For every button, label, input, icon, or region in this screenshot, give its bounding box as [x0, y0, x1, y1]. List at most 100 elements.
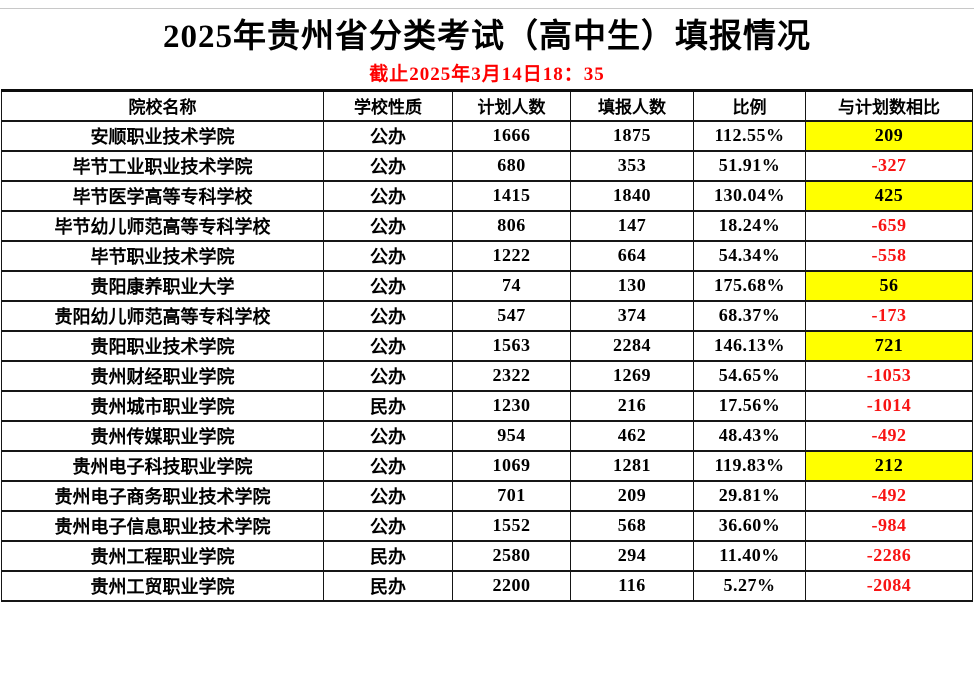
ratio-cell: 119.83%: [693, 449, 806, 482]
applied-count-cell: 130: [570, 269, 694, 302]
table-row: 贵州工程职业学院 民办 2580 294 11.40% -2286: [1, 539, 973, 572]
college-name-cell: 毕节工业职业技术学院: [1, 149, 324, 182]
title-block: 2025年贵州省分类考试（高中生）填报情况 截止2025年3月14日18：35: [0, 0, 974, 89]
applied-count-cell: 462: [570, 419, 694, 452]
table-row: 贵州城市职业学院 民办 1230 216 17.56% -1014: [1, 389, 973, 422]
ratio-cell: 36.60%: [693, 509, 806, 542]
table-row: 贵州传媒职业学院 公办 954 462 48.43% -492: [1, 419, 973, 452]
table-body: 安顺职业技术学院 公办 1666 1875 112.55% 209 毕节工业职业技术学院 公办…: [1, 119, 973, 602]
college-name-cell: 贵州电子商务职业技术学院: [1, 479, 324, 512]
college-name-cell: 贵阳康养职业大学: [1, 269, 324, 302]
ratio-cell: 5.27%: [693, 569, 806, 602]
table-row: 贵州电子科技职业学院 公办 1069 1281 119.83% 212: [1, 449, 973, 482]
diff-cell: 721: [805, 329, 973, 362]
ratio-cell: 18.24%: [693, 209, 806, 242]
ratio-cell: 130.04%: [693, 179, 806, 212]
diff-cell: -1014: [805, 389, 973, 422]
school-type-cell: 公办: [323, 299, 453, 332]
page-subtitle: 截止2025年3月14日18：35: [369, 64, 605, 85]
college-name-cell: 毕节幼儿师范高等专科学校: [1, 209, 324, 242]
plan-count-cell: 1563: [452, 329, 571, 362]
applied-count-cell: 1269: [570, 359, 694, 392]
diff-cell: -558: [805, 239, 973, 272]
school-type-cell: 公办: [323, 149, 453, 182]
ratio-cell: 48.43%: [693, 419, 806, 452]
school-type-cell: 民办: [323, 389, 453, 422]
diff-cell: -2286: [805, 539, 973, 572]
diff-cell: -492: [805, 479, 973, 512]
diff-cell: 425: [805, 179, 973, 212]
college-name-cell: 安顺职业技术学院: [1, 119, 324, 152]
table-row: 贵州电子信息职业技术学院 公办 1552 568 36.60% -984: [1, 509, 973, 542]
header-ratio: 比例: [693, 89, 806, 122]
table-row: 毕节工业职业技术学院 公办 680 353 51.91% -327: [1, 149, 973, 182]
college-name-cell: 贵阳职业技术学院: [1, 329, 324, 362]
sheet-top-gridline: [0, 8, 974, 9]
school-type-cell: 公办: [323, 479, 453, 512]
applied-count-cell: 116: [570, 569, 694, 602]
college-name-cell: 贵州电子科技职业学院: [1, 449, 324, 482]
diff-cell: -984: [805, 509, 973, 542]
diff-cell: 212: [805, 449, 973, 482]
plan-count-cell: 1222: [452, 239, 571, 272]
school-type-cell: 公办: [323, 509, 453, 542]
school-type-cell: 民办: [323, 539, 453, 572]
diff-cell: 56: [805, 269, 973, 302]
diff-cell: -2084: [805, 569, 973, 602]
plan-count-cell: 1666: [452, 119, 571, 152]
applied-count-cell: 568: [570, 509, 694, 542]
header-school-type: 学校性质: [323, 89, 453, 122]
table-row: 贵州电子商务职业技术学院 公办 701 209 29.81% -492: [1, 479, 973, 512]
plan-count-cell: 547: [452, 299, 571, 332]
college-name-cell: 贵州电子信息职业技术学院: [1, 509, 324, 542]
diff-cell: -173: [805, 299, 973, 332]
applied-count-cell: 216: [570, 389, 694, 422]
ratio-cell: 146.13%: [693, 329, 806, 362]
college-name-cell: 贵州传媒职业学院: [1, 419, 324, 452]
plan-count-cell: 2322: [452, 359, 571, 392]
applied-count-cell: 1840: [570, 179, 694, 212]
ratio-cell: 175.68%: [693, 269, 806, 302]
diff-cell: 209: [805, 119, 973, 152]
page-title: 2025年贵州省分类考试（高中生）填报情况: [163, 19, 811, 55]
ratio-cell: 11.40%: [693, 539, 806, 572]
plan-count-cell: 1552: [452, 509, 571, 542]
applied-count-cell: 1281: [570, 449, 694, 482]
plan-count-cell: 701: [452, 479, 571, 512]
table-row: 贵州财经职业学院 公办 2322 1269 54.65% -1053: [1, 359, 973, 392]
ratio-cell: 112.55%: [693, 119, 806, 152]
school-type-cell: 公办: [323, 449, 453, 482]
applied-count-cell: 209: [570, 479, 694, 512]
table-header-row: 院校名称 学校性质 计划人数 填报人数 比例 与计划数相比: [1, 89, 973, 122]
table-row: 贵阳康养职业大学 公办 74 130 175.68% 56: [1, 269, 973, 302]
ratio-cell: 54.34%: [693, 239, 806, 272]
plan-count-cell: 1415: [452, 179, 571, 212]
table-row: 安顺职业技术学院 公办 1666 1875 112.55% 209: [1, 119, 973, 152]
table-row: 毕节医学高等专科学校 公办 1415 1840 130.04% 425: [1, 179, 973, 212]
applied-count-cell: 353: [570, 149, 694, 182]
table-row: 贵州工贸职业学院 民办 2200 116 5.27% -2084: [1, 569, 973, 602]
header-applied-count: 填报人数: [570, 89, 694, 122]
header-diff-vs-plan: 与计划数相比: [805, 89, 973, 122]
school-type-cell: 公办: [323, 269, 453, 302]
college-name-cell: 贵州城市职业学院: [1, 389, 324, 422]
admissions-table: 院校名称 学校性质 计划人数 填报人数 比例 与计划数相比 安顺职业技术学院 公办 1666 1…: [1, 89, 973, 602]
plan-count-cell: 2580: [452, 539, 571, 572]
diff-cell: -1053: [805, 359, 973, 392]
ratio-cell: 54.65%: [693, 359, 806, 392]
applied-count-cell: 664: [570, 239, 694, 272]
ratio-cell: 29.81%: [693, 479, 806, 512]
diff-cell: -659: [805, 209, 973, 242]
table-row: 毕节职业技术学院 公办 1222 664 54.34% -558: [1, 239, 973, 272]
plan-count-cell: 954: [452, 419, 571, 452]
table-row: 毕节幼儿师范高等专科学校 公办 806 147 18.24% -659: [1, 209, 973, 242]
college-name-cell: 贵州工贸职业学院: [1, 569, 324, 602]
plan-count-cell: 806: [452, 209, 571, 242]
ratio-cell: 51.91%: [693, 149, 806, 182]
plan-count-cell: 74: [452, 269, 571, 302]
plan-count-cell: 1230: [452, 389, 571, 422]
school-type-cell: 公办: [323, 239, 453, 272]
college-name-cell: 贵州财经职业学院: [1, 359, 324, 392]
applied-count-cell: 294: [570, 539, 694, 572]
